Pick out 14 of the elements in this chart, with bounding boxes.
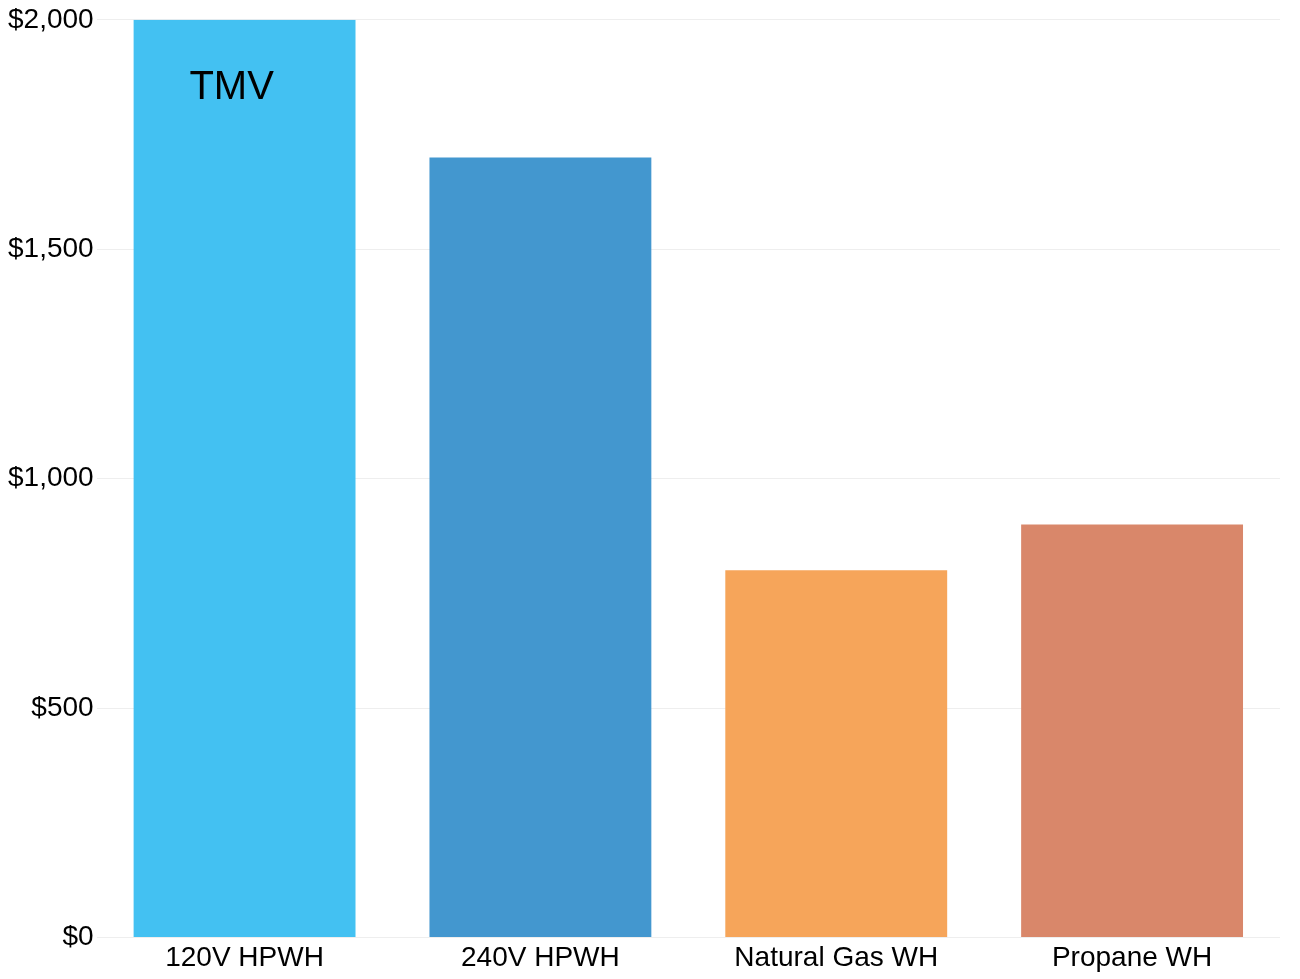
y-tick-label: $1,500: [8, 231, 94, 263]
y-tick-label: $1,000: [8, 461, 94, 493]
bar: [1021, 524, 1244, 937]
x-tick-label: 240V HPWH: [461, 940, 620, 972]
y-tick-label: $0: [62, 920, 94, 952]
bar: [725, 570, 948, 937]
y-tick-label: $2,000: [8, 2, 94, 34]
x-tick-label: Propane WH: [1051, 940, 1213, 972]
y-tick-label: $500: [31, 690, 94, 722]
bar: [133, 19, 356, 937]
x-tick-label: 120V HPWH: [165, 940, 324, 972]
x-tick-label: Natural Gas WH: [734, 940, 939, 972]
bar: [429, 157, 652, 937]
annotation: TMV: [189, 62, 275, 107]
